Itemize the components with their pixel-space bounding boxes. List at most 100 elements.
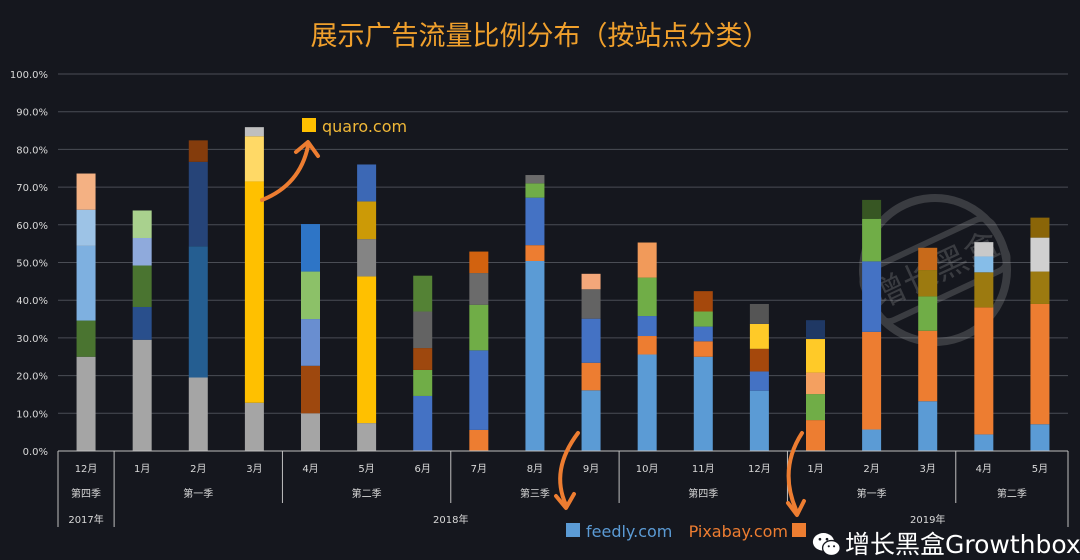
bar-segment: [637, 316, 657, 337]
bar-segment: [244, 181, 264, 403]
bar-segment: [637, 354, 657, 451]
quarter-label: 第四季: [71, 487, 101, 500]
bar-segment: [132, 265, 152, 307]
bar-segment: [749, 348, 769, 372]
x-tick-label: 2月: [863, 463, 879, 475]
bar-segment: [244, 136, 264, 182]
bar-segment: [188, 140, 208, 162]
arrow-head: [554, 492, 576, 510]
x-tick-label: 1月: [134, 463, 150, 475]
bar-segment: [469, 304, 489, 351]
bar-segment: [76, 356, 96, 451]
bar-segment: [357, 239, 377, 277]
y-tick-label: 70.0%: [16, 183, 48, 194]
x-tick-label: 7月: [471, 463, 487, 475]
x-tick-label: 8月: [527, 463, 543, 475]
bar-segment: [469, 251, 489, 274]
bar-segment: [301, 365, 320, 414]
bar-segment: [525, 183, 545, 198]
bar-segment: [469, 350, 489, 430]
legend-swatch: [792, 523, 806, 537]
annotation-label: quaro.com: [322, 117, 407, 136]
x-tick-label: 2月: [190, 463, 206, 475]
bar-segment: [1030, 271, 1050, 304]
bar-segment: [1030, 237, 1050, 272]
quarter-label: 第二季: [352, 487, 382, 500]
bar-segment: [1030, 424, 1050, 451]
bar-segment: [974, 272, 994, 308]
bar-segment: [525, 197, 545, 246]
bar-segment: [749, 371, 769, 391]
bar-segment: [806, 339, 825, 373]
bar-segment: [581, 289, 601, 319]
bar-segment: [413, 311, 433, 349]
y-tick-label: 80.0%: [16, 145, 48, 156]
annotation-label: Pixabay.com: [689, 522, 788, 541]
bar-segment: [244, 402, 264, 451]
bar-segment: [581, 362, 601, 391]
arrow-head: [294, 140, 320, 158]
bar-segment: [806, 420, 825, 451]
x-tick-label: 5月: [358, 463, 374, 475]
bar-segment: [357, 423, 377, 451]
bar-segment: [581, 390, 601, 451]
bar-segment: [637, 242, 657, 278]
bar-segment: [244, 127, 264, 137]
bar-segment: [749, 303, 769, 324]
bar-segment: [413, 369, 433, 396]
y-tick-label: 30.0%: [16, 334, 48, 345]
bar-segment: [132, 306, 152, 340]
bar-segment: [862, 429, 882, 451]
bar-segment: [132, 339, 152, 451]
bar-segment: [749, 323, 769, 349]
x-tick-label: 3月: [920, 463, 936, 475]
bar-segment: [918, 247, 938, 271]
bar-segment: [413, 275, 433, 312]
bar-segment: [413, 348, 433, 370]
bar-segment: [862, 218, 882, 262]
annotation-arrow: [786, 431, 804, 514]
bar-segment: [357, 201, 377, 240]
watermark-text: 增长黑盒Growthbox: [845, 530, 1080, 559]
bar-segment: [525, 245, 545, 261]
y-tick-label: 60.0%: [16, 221, 48, 232]
bar-segment: [76, 320, 96, 357]
bar-segment: [76, 173, 96, 210]
bar-segment: [806, 320, 825, 340]
bar-segment: [357, 164, 377, 202]
quarter-label: 第三季: [520, 487, 550, 500]
bar-segment: [469, 273, 489, 305]
quarter-label: 第二季: [997, 487, 1027, 500]
quarter-label: 第四季: [688, 487, 718, 500]
bar-segment: [693, 291, 713, 312]
chart-title: 展示广告流量比例分布（按站点分类）: [310, 21, 770, 52]
legend-swatch: [302, 118, 316, 132]
annotation-label: feedly.com: [586, 522, 672, 541]
x-tick-label: 3月: [246, 463, 262, 475]
bar-segment: [581, 273, 601, 290]
bar-segment: [806, 394, 825, 421]
bar-segment: [301, 271, 320, 320]
bar-segment: [188, 377, 208, 451]
bar-segment: [974, 307, 994, 435]
bar-segment: [862, 261, 882, 332]
quarter-label: 第一季: [857, 487, 887, 500]
x-tick-label: 10月: [636, 463, 659, 475]
bar-segment: [862, 199, 882, 219]
bar-segment: [918, 330, 938, 402]
bar-segment: [581, 318, 601, 363]
x-tick-label: 6月: [415, 463, 431, 475]
bar-segment: [918, 296, 938, 331]
bar-segment: [862, 331, 882, 430]
arrow-head: [786, 499, 806, 517]
y-tick-label: 10.0%: [16, 409, 48, 420]
bar-segment: [693, 326, 713, 342]
bar-segment: [1030, 303, 1050, 425]
bar-segment: [357, 276, 377, 424]
bar-segment: [918, 401, 938, 451]
bar-segment: [188, 161, 208, 247]
bar-segment: [693, 341, 713, 357]
bar-segment: [188, 246, 208, 378]
bar-segment: [806, 372, 825, 395]
